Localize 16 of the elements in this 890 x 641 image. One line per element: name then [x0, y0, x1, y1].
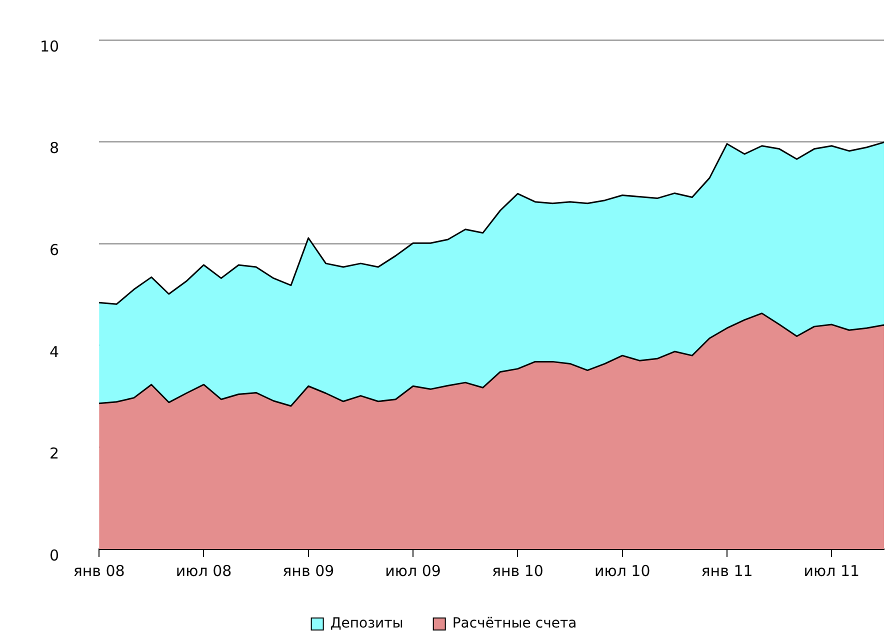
legend-label: Депозиты: [330, 616, 404, 632]
y-tick-label: 6: [50, 240, 60, 259]
x-tick-label: июл 11: [804, 562, 860, 580]
y-tick-label: 0: [50, 546, 60, 564]
y-tick-label: 2: [50, 444, 60, 463]
y-tick-label: 4: [50, 342, 60, 361]
y-tick-label: 8: [50, 139, 60, 158]
x-tick-label: янв 11: [701, 562, 753, 580]
legend-label: Расчётные счета: [452, 616, 577, 632]
y-tick-label: 10: [40, 37, 60, 56]
x-tick-label: июл 08: [176, 562, 232, 580]
x-tick-label: янв 10: [492, 562, 544, 580]
x-tick-label: июл 09: [385, 562, 441, 580]
x-tick-label: июл 10: [594, 562, 650, 580]
x-tick-label: янв 09: [282, 562, 334, 580]
x-tick-label: янв 08: [73, 562, 125, 580]
